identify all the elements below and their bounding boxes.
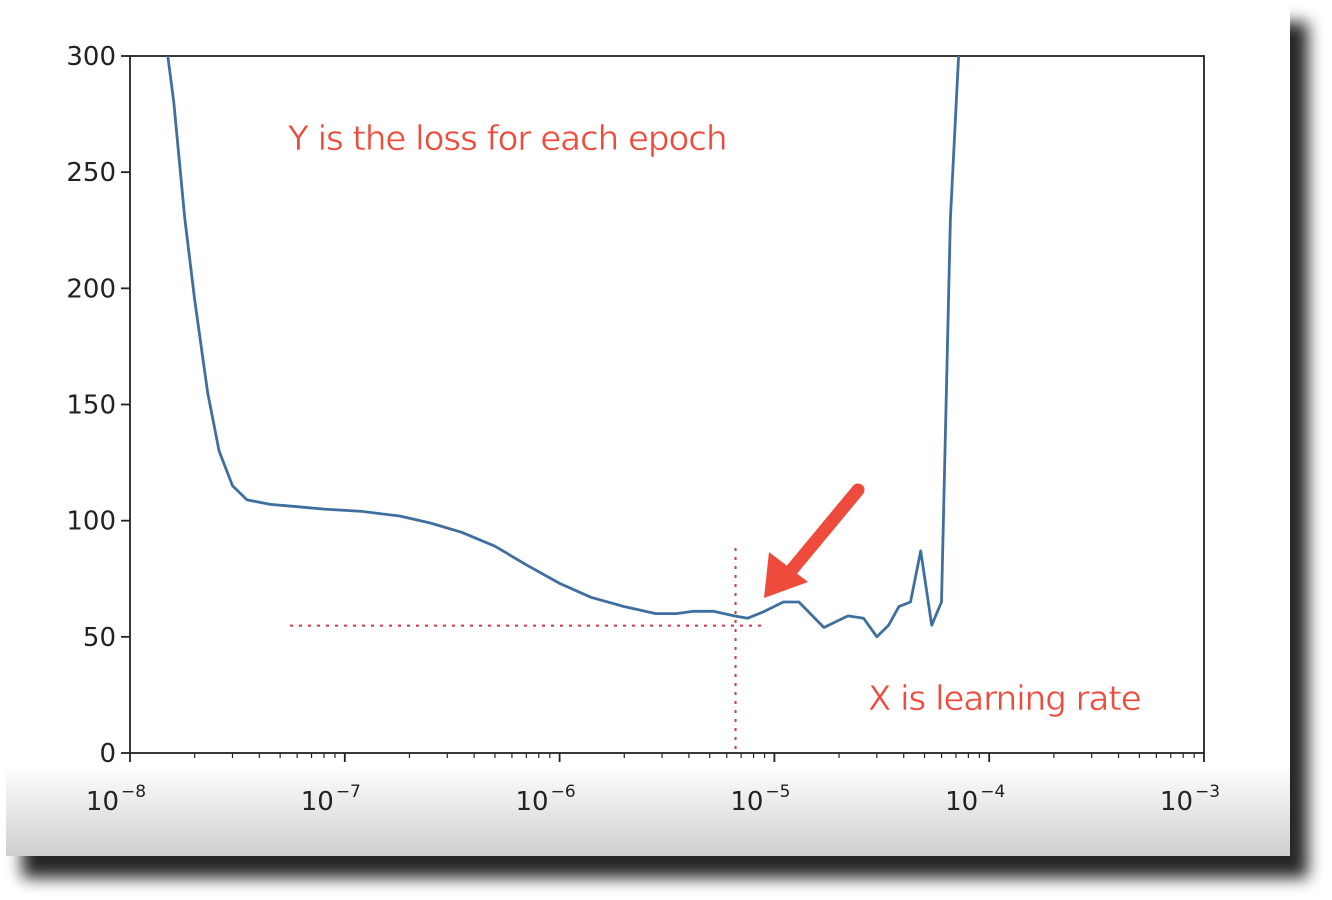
- y-tick-label: 0: [99, 739, 116, 769]
- y-axis-note: Y is the loss for each epoch: [287, 119, 727, 159]
- x-tick-label: 10 −3: [1160, 782, 1220, 817]
- x-axis-ticks: 10 −8 10 −7 10 −6 10 −5 10 −4 10 −3: [86, 753, 1220, 817]
- x-tick-label: 10 −4: [945, 782, 1005, 817]
- y-tick-label: 50: [83, 623, 116, 653]
- y-tick-label: 150: [66, 391, 116, 421]
- y-axis-ticks: 0 50 100 150 200 250 300: [66, 42, 130, 769]
- x-tick-label: 10 −6: [516, 782, 576, 817]
- card-background: [6, 4, 1290, 856]
- y-tick-label: 300: [66, 42, 116, 72]
- y-tick-label: 200: [66, 274, 116, 304]
- x-axis-note: X is learning rate: [868, 679, 1141, 719]
- y-tick-label: 250: [66, 158, 116, 188]
- card-footer-fade: [6, 764, 1290, 856]
- x-tick-label: 10 −5: [730, 782, 790, 817]
- x-tick-label: 10 −8: [86, 782, 146, 817]
- y-tick-label: 100: [66, 507, 116, 537]
- x-tick-label: 10 −7: [301, 782, 361, 817]
- x-axis-minor-ticks: [194, 753, 1195, 758]
- loss-curve: [166, 55, 960, 639]
- arrow-annotation: [764, 483, 865, 598]
